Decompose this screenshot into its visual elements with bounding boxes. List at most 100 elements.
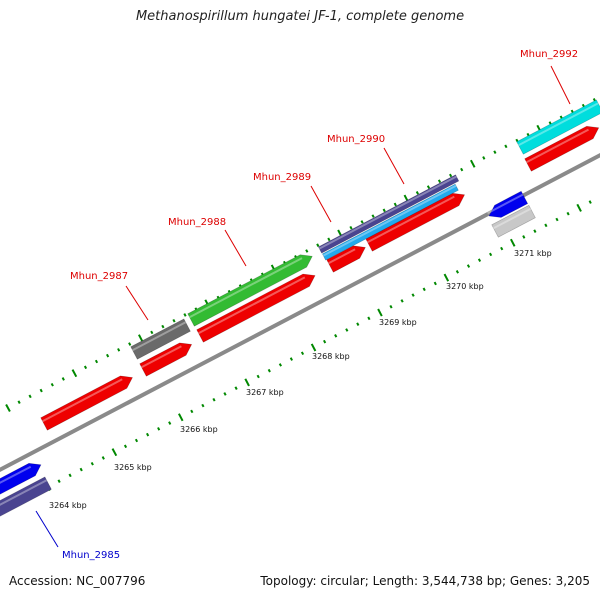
scale-tick (422, 287, 426, 292)
scale-tick (17, 400, 21, 404)
callout-leader (550, 65, 571, 105)
feature-shine (526, 128, 589, 164)
scale-label: 3268 kbp (312, 352, 350, 361)
scale-tick (555, 217, 559, 222)
feature-cds-a[interactable] (40, 375, 133, 431)
feature-cds-b[interactable] (139, 342, 193, 377)
feature-mhun-2987[interactable] (130, 318, 191, 360)
feature-shine (132, 321, 187, 352)
feature-mhun-2988[interactable] (187, 254, 313, 327)
scale-tick (178, 413, 184, 422)
scale-tick (146, 432, 150, 437)
scale-tick (493, 150, 497, 154)
scale-tick (470, 159, 476, 168)
scale-tick (5, 404, 11, 412)
callout-leader (310, 185, 332, 223)
scale-tick (559, 115, 563, 120)
scale-tick (411, 293, 415, 297)
scale-tick (367, 316, 371, 321)
scale-tick (327, 237, 331, 242)
feature-cds-d[interactable] (326, 245, 366, 273)
map-title: Methanospirillum hungatei JF-1, complete… (135, 9, 465, 24)
scale-tick (345, 328, 349, 332)
scale-tick (57, 479, 61, 483)
gene-label-mhun-2989[interactable]: Mhun_2989 (253, 172, 311, 183)
callout-leader (125, 285, 149, 321)
scale-tick (576, 203, 582, 212)
feature-mhun-2992[interactable] (516, 99, 600, 155)
scale-tick (393, 202, 397, 207)
scale-label: 3265 kbp (114, 463, 152, 472)
scale-tick (323, 339, 327, 344)
feature-shine (42, 378, 123, 423)
scale-tick (510, 238, 516, 247)
scale-tick (382, 208, 386, 213)
callout-leader (35, 510, 59, 548)
scale-tick (544, 223, 548, 228)
scale-tick (415, 191, 419, 195)
scale-tick (477, 258, 482, 262)
gene-label-mhun-2988[interactable]: Mhun_2988 (168, 217, 226, 228)
scale-tick (455, 270, 459, 274)
gene-label-mhun-2992[interactable]: Mhun_2992 (520, 49, 578, 60)
scale-tick (592, 98, 596, 102)
scale-tick (489, 252, 493, 257)
scale-tick (117, 348, 121, 352)
feature-mhun-2989[interactable] (317, 174, 460, 254)
feature-blue-small[interactable] (488, 190, 529, 218)
scale-tick (316, 243, 320, 247)
scale-tick (172, 318, 176, 323)
scale-tick (190, 409, 194, 414)
scale-tick (433, 281, 437, 286)
feature-shine (141, 345, 182, 369)
scale-tick (504, 144, 508, 149)
scale-tick (500, 246, 504, 251)
scale-tick (183, 313, 187, 317)
callout-leader (224, 229, 247, 267)
scale-tick (71, 369, 78, 378)
scale-tick (278, 363, 282, 367)
feature-cds-c[interactable] (196, 273, 316, 343)
gene-label-mhun-2985[interactable]: Mhun_2985 (62, 550, 120, 561)
scale-tick (267, 368, 271, 373)
feature-cds-f[interactable] (524, 125, 600, 172)
feature-mhun-2985-upper[interactable] (0, 462, 42, 495)
genome-summary: Topology: circular; Length: 3,544,738 bp… (260, 574, 590, 588)
feature-shine (198, 276, 306, 335)
scale-tick (377, 308, 383, 317)
accession-label: Accession: NC_007796 (9, 574, 146, 588)
scale-tick (466, 264, 471, 268)
scale-label: 3264 kbp (49, 501, 87, 510)
feature-shine (487, 193, 524, 215)
scale-tick (581, 103, 585, 108)
feature-lightgray-small[interactable] (491, 204, 536, 238)
scale-tick (234, 386, 238, 390)
scale-tick (256, 374, 260, 379)
scale-tick (223, 392, 227, 396)
scale-tick (522, 235, 526, 239)
scale-tick (389, 304, 393, 309)
scale-tick (68, 473, 72, 478)
scale-tick (138, 334, 144, 343)
gene-label-mhun-2990[interactable]: Mhun_2990 (327, 134, 385, 145)
scale-label: 3267 kbp (246, 388, 284, 397)
feature-mhun-2985-lower[interactable] (0, 476, 52, 517)
scale-tick (437, 179, 442, 183)
scale-tick (128, 342, 132, 346)
scale-tick (515, 138, 519, 143)
scale-tick (533, 229, 537, 233)
scale-tick (94, 359, 99, 364)
scale-label: 3266 kbp (180, 425, 218, 434)
scale-tick (460, 167, 464, 172)
scale-label: 3269 kbp (379, 318, 417, 327)
scale-tick (300, 351, 305, 356)
gene-label-mhun-2987[interactable]: Mhun_2987 (70, 271, 128, 282)
scale-tick (201, 403, 205, 408)
scale-tick (123, 444, 128, 449)
scale-tick (566, 211, 570, 216)
scale-tick (61, 377, 65, 381)
scale-tick (449, 173, 453, 178)
feature-mhun-2990[interactable] (321, 183, 459, 261)
scale-tick (443, 273, 450, 282)
